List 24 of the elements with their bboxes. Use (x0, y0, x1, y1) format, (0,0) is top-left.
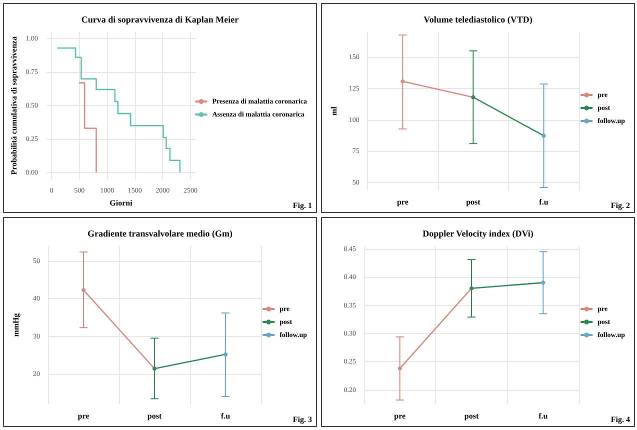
caption: Fig. 2 (610, 201, 630, 210)
x-tick-label: f.u (539, 198, 549, 206)
chart-title: Doppler Velocity index (DVi) (422, 228, 534, 238)
point (400, 79, 405, 84)
chart-title: Volume telediastolico (VTD) (424, 14, 532, 24)
caption: Fig. 4 (610, 415, 630, 424)
x-tick-label: post (466, 198, 481, 206)
x-tick-label: post (464, 412, 479, 420)
x-axis-title: Giorni (110, 198, 134, 208)
x-tick-label: post (147, 412, 162, 420)
y-axis-title: mmHg (12, 313, 20, 337)
x-tick-label: f.u (538, 412, 548, 420)
caption: Fig. 1 (292, 201, 312, 210)
point (398, 366, 402, 370)
point (82, 288, 86, 292)
x-tick-label: pre (394, 412, 406, 420)
x-tick-label: pre (396, 198, 409, 206)
y-axis-title: Probabilità cumulativa di sopravvivenza (10, 36, 18, 175)
y-axis-title: ml (330, 106, 338, 116)
chart-title: Curva di sopravvivenza di Kaplan Meier (81, 14, 239, 24)
chart-title: Gradiente transvalvolare medio (Gm) (87, 228, 233, 238)
caption: Fig. 3 (292, 415, 312, 424)
x-tick-label: f.u (220, 412, 231, 420)
x-tick-label: pre (78, 412, 90, 420)
